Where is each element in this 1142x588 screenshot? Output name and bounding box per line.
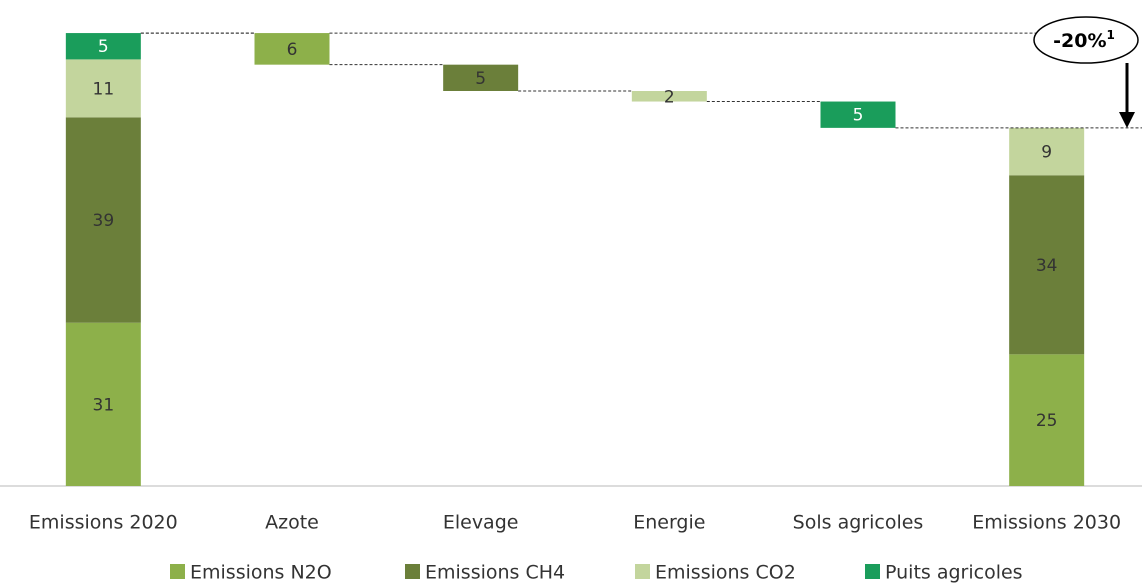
legend-label: Puits agricoles xyxy=(885,562,1023,584)
data-label: 11 xyxy=(93,79,115,99)
data-label: 5 xyxy=(475,69,486,89)
data-label: 2 xyxy=(664,87,675,107)
x-tick-label: Energie xyxy=(633,512,705,534)
bar-segment xyxy=(1009,127,1085,176)
bar-segment xyxy=(65,322,141,486)
bar-segment xyxy=(65,59,141,118)
x-tick-label: Emissions 2030 xyxy=(972,512,1121,534)
bar-segment xyxy=(1009,175,1085,355)
bar-segment xyxy=(443,64,519,91)
legend-label: Emissions N2O xyxy=(190,562,332,584)
data-label: 5 xyxy=(853,106,864,126)
annotation-note: 1 xyxy=(1107,28,1115,42)
bar-segment xyxy=(65,117,141,323)
legend-swatch xyxy=(170,564,185,579)
data-label: 5 xyxy=(98,37,109,57)
annotation: -20%1 xyxy=(1053,28,1115,52)
x-tick-label: Emissions 2020 xyxy=(29,512,178,534)
legend-swatch xyxy=(405,564,420,579)
bar-segment xyxy=(631,91,707,102)
data-label: 31 xyxy=(93,395,115,415)
x-tick-label: Azote xyxy=(265,512,319,534)
data-label: 25 xyxy=(1036,411,1058,431)
bar-segment xyxy=(254,33,330,65)
bar-segment xyxy=(65,33,141,60)
data-label: 6 xyxy=(287,40,298,60)
legend-label: Emissions CH4 xyxy=(425,562,565,584)
annotation-bubble xyxy=(1033,16,1139,64)
legend-label: Emissions CO2 xyxy=(655,562,796,584)
legend-swatch xyxy=(865,564,880,579)
annotation-arrowhead xyxy=(1119,112,1135,128)
data-label: 39 xyxy=(93,211,115,231)
x-tick-label: Elevage xyxy=(443,512,519,534)
annotation-text: -20% xyxy=(1053,30,1106,52)
data-label: 34 xyxy=(1036,256,1058,276)
bar-segment xyxy=(1009,354,1085,486)
bar-segment xyxy=(820,101,896,128)
legend-swatch xyxy=(635,564,650,579)
data-label: 9 xyxy=(1041,143,1052,163)
x-tick-label: Sols agricoles xyxy=(793,512,924,534)
